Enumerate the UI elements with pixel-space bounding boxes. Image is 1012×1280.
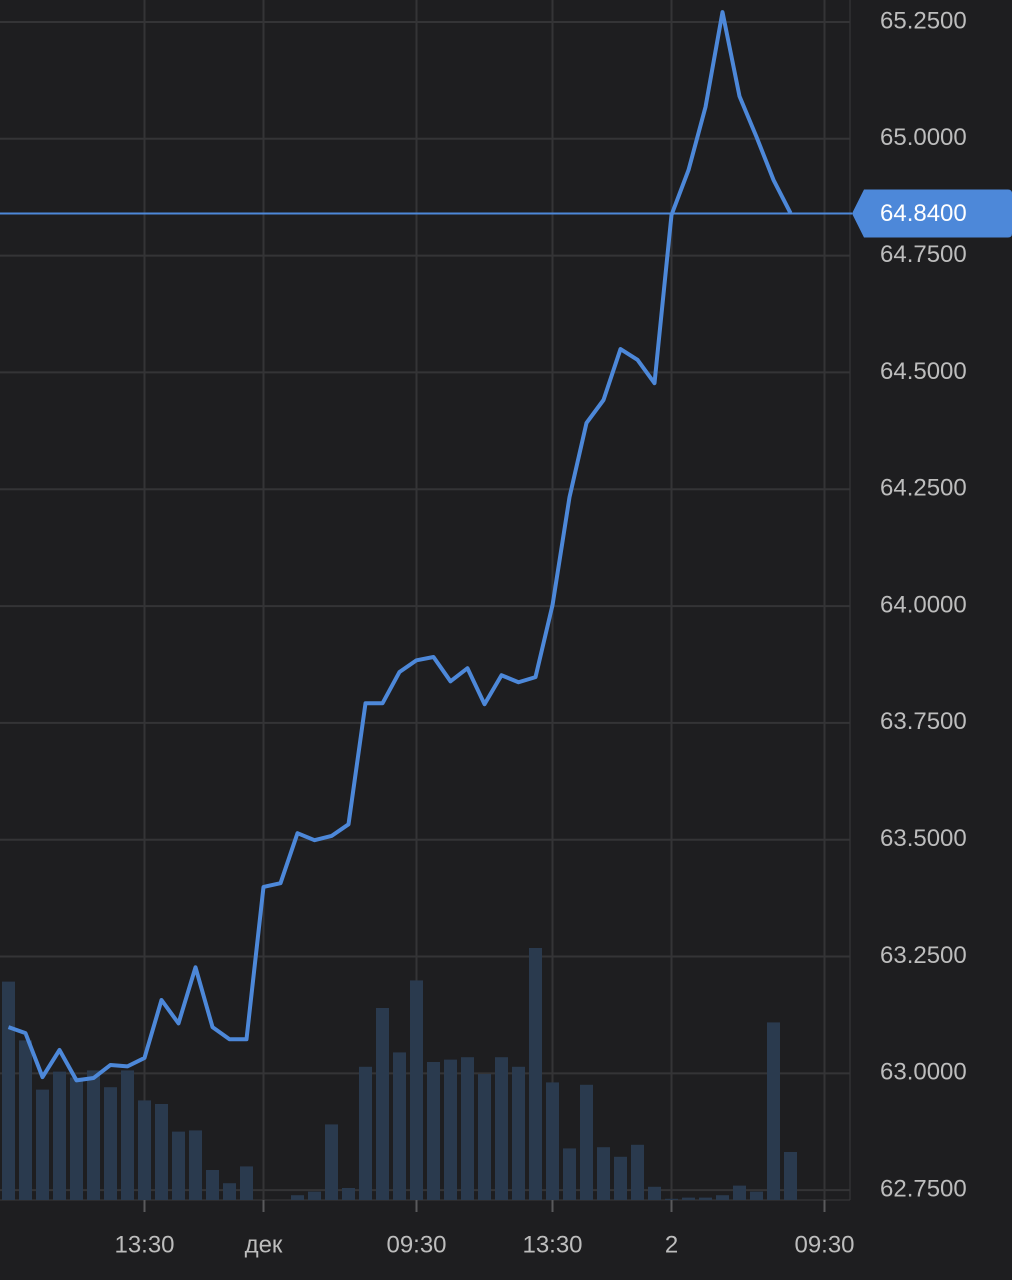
volume-bar — [19, 1040, 32, 1200]
volume-bar — [478, 1074, 491, 1200]
volume-bar — [784, 1152, 797, 1200]
last-price-badge — [852, 189, 1012, 238]
x-tick-label: 13:30 — [114, 1231, 174, 1258]
volume-bar — [750, 1191, 763, 1200]
volume-bar — [444, 1059, 457, 1200]
volume-bar — [206, 1170, 219, 1200]
volume-bar — [240, 1166, 253, 1200]
volume-bar — [682, 1197, 695, 1200]
volume-bar — [104, 1087, 117, 1200]
volume-bar — [87, 1070, 100, 1200]
volume-bar — [342, 1188, 355, 1200]
y-tick-label: 63.5000 — [880, 825, 967, 852]
volume-bar — [223, 1183, 236, 1200]
x-tick-label: 09:30 — [794, 1231, 854, 1258]
volume-bar — [699, 1197, 712, 1200]
volume-bar — [648, 1186, 661, 1200]
volume-bar — [512, 1066, 525, 1200]
volume-bar — [308, 1191, 321, 1200]
y-tick-label: 64.0000 — [880, 591, 967, 618]
volume-bar — [410, 980, 423, 1200]
y-tick-label: 65.0000 — [880, 124, 967, 151]
x-tick-label: 2 — [665, 1231, 678, 1258]
volume-bar — [291, 1195, 304, 1200]
price-line — [7, 10, 793, 1083]
volume-bar — [427, 1062, 440, 1200]
volume-bar — [53, 1071, 66, 1200]
x-tick-label: 09:30 — [386, 1231, 446, 1258]
volume-bar — [172, 1131, 185, 1200]
volume-bar — [36, 1089, 49, 1200]
volume-bar — [155, 1104, 168, 1200]
volume-bar — [529, 948, 542, 1200]
volume-bar — [376, 1008, 389, 1200]
y-tick-label: 64.7500 — [880, 241, 967, 268]
volume-bar — [716, 1195, 729, 1200]
volume-bar — [495, 1057, 508, 1200]
volume-bar — [733, 1185, 746, 1200]
y-tick-label: 65.2500 — [880, 7, 967, 34]
volume-bar — [138, 1100, 151, 1200]
volume-bar — [70, 1077, 83, 1200]
volume-bar — [461, 1057, 474, 1200]
volume-bar — [767, 1022, 780, 1200]
y-tick-label: 63.7500 — [880, 708, 967, 735]
volume-bar — [614, 1156, 627, 1200]
last-price-label: 64.8400 — [880, 200, 967, 227]
y-tick-label: 63.2500 — [880, 942, 967, 969]
volume-bar — [2, 981, 15, 1200]
x-tick-label: 13:30 — [522, 1231, 582, 1258]
volume-bar — [121, 1070, 134, 1200]
y-tick-label: 63.0000 — [880, 1059, 967, 1086]
volume-bar — [631, 1144, 644, 1200]
volume-bar — [359, 1066, 372, 1200]
volume-bar — [393, 1052, 406, 1200]
volume-bar — [546, 1082, 559, 1200]
volume-bar — [597, 1147, 610, 1200]
y-tick-label: 62.7500 — [880, 1176, 967, 1203]
volume-bar — [325, 1124, 338, 1200]
volume-bar — [563, 1148, 576, 1200]
volume-bar — [580, 1084, 593, 1200]
y-tick-label: 64.5000 — [880, 358, 967, 385]
y-tick-label: 64.2500 — [880, 475, 967, 502]
volume-bar — [665, 1198, 678, 1200]
x-tick-label: дек — [245, 1231, 283, 1258]
volume-bar — [189, 1130, 202, 1200]
